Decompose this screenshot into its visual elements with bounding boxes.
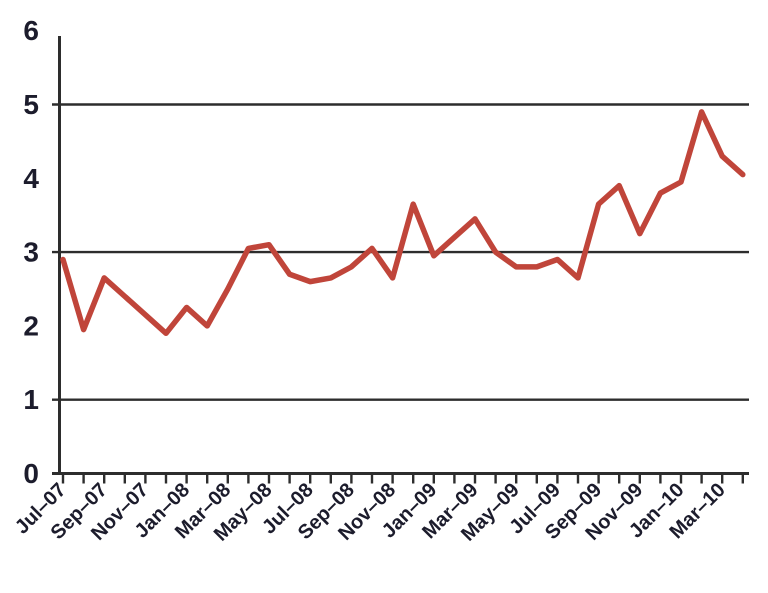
data-line-series [60,109,746,337]
y-axis-label-6: 6 [23,15,39,46]
y-axis-label-5: 5 [23,89,39,120]
y-axis-label-3: 3 [23,237,39,268]
y-axis-label-4: 4 [23,163,39,194]
y-axis-label-1: 1 [23,384,39,415]
y-axis-label-0: 0 [23,458,39,489]
y-axis-label-2: 2 [23,310,39,341]
